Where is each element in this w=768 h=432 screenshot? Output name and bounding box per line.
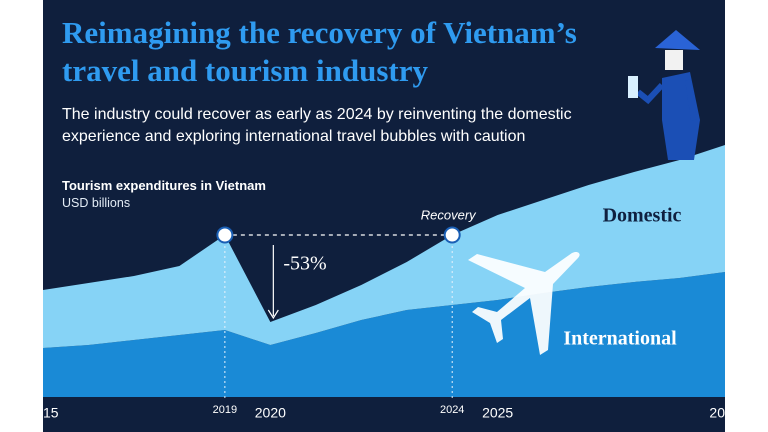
airplane-icon [468, 251, 580, 355]
plot-area [43, 145, 725, 397]
highlight-point [443, 226, 461, 244]
area [43, 272, 725, 397]
highlight-label: 2024 [440, 404, 464, 416]
y-axis-label: Tourism expenditures in Vietnam [62, 178, 266, 193]
x-tick-label: 2025 [482, 405, 513, 421]
x-tick-label: 2030 [709, 405, 740, 421]
x-tick-label: 2020 [255, 405, 286, 421]
x-axis-band [43, 397, 725, 432]
area [43, 145, 725, 348]
annotation: Recovery [421, 207, 477, 222]
legend-label: Domestic [603, 205, 682, 227]
title: Reimagining the recovery of Vietnam’s tr… [62, 15, 577, 88]
person-illustration [628, 30, 700, 160]
y-axis-unit: USD billions [62, 196, 131, 210]
x-tick-label: 2015 [27, 405, 58, 421]
legend-label: International [563, 328, 677, 350]
drop-arrow-head [267, 309, 279, 320]
subtitle: The industry could recover as early as 2… [62, 106, 572, 145]
annotation: -53% [283, 253, 326, 275]
highlight-point [216, 226, 234, 244]
highlight-label: 2019 [213, 404, 237, 416]
